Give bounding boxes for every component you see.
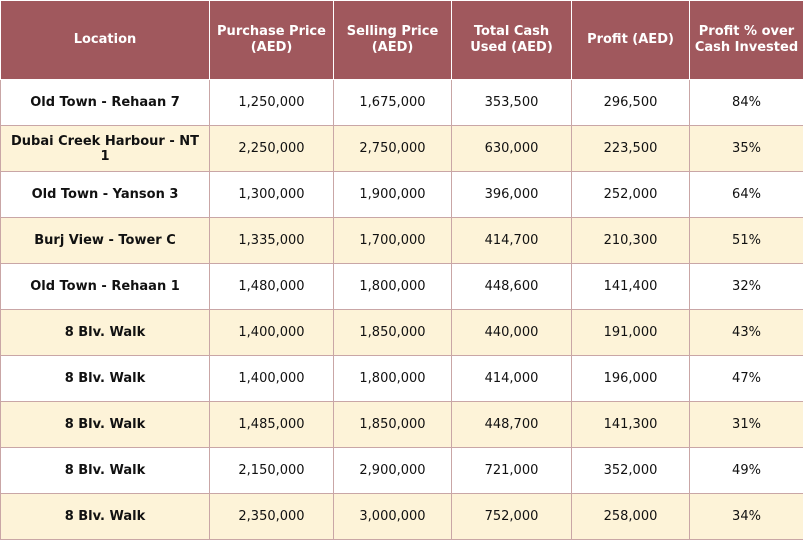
cell-selling-price: 1,900,000 — [333, 171, 452, 218]
table-row: Old Town - Rehaan 7 1,250,000 1,675,000 353… — [0, 79, 803, 126]
cell-selling-price: 2,750,000 — [333, 125, 452, 172]
cell-total-cash-used: 752,000 — [451, 493, 572, 540]
cell-selling-price: 1,800,000 — [333, 263, 452, 310]
cell-profit-percent: 31% — [689, 401, 803, 448]
cell-purchase-price: 1,400,000 — [209, 355, 334, 402]
cell-total-cash-used: 440,000 — [451, 309, 572, 356]
cell-selling-price: 1,700,000 — [333, 217, 452, 264]
cell-selling-price: 3,000,000 — [333, 493, 452, 540]
cell-location: Old Town - Rehaan 7 — [0, 79, 210, 126]
table-row: Old Town - Yanson 3 1,300,000 1,900,000 396… — [0, 171, 803, 218]
table-header: Location Purchase Price (AED) Selling Pri… — [0, 0, 803, 80]
cell-profit-percent: 51% — [689, 217, 803, 264]
cell-purchase-price: 1,335,000 — [209, 217, 334, 264]
header-selling-price: Selling Price (AED) — [333, 0, 452, 80]
header-purchase-price: Purchase Price (AED) — [209, 0, 334, 80]
property-profit-table: Location Purchase Price (AED) Selling Pri… — [0, 0, 803, 540]
cell-location: 8 Blv. Walk — [0, 309, 210, 356]
cell-profit-percent: 43% — [689, 309, 803, 356]
cell-location: Dubai Creek Harbour - NT 1 — [0, 125, 210, 172]
cell-profit: 141,300 — [571, 401, 690, 448]
cell-profit-percent: 84% — [689, 79, 803, 126]
cell-location: 8 Blv. Walk — [0, 493, 210, 540]
cell-profit: 258,000 — [571, 493, 690, 540]
table-body: Old Town - Rehaan 7 1,250,000 1,675,000 353… — [0, 79, 803, 540]
cell-profit-percent: 35% — [689, 125, 803, 172]
cell-location: Old Town - Yanson 3 — [0, 171, 210, 218]
cell-total-cash-used: 448,700 — [451, 401, 572, 448]
cell-profit-percent: 64% — [689, 171, 803, 218]
cell-profit: 252,000 — [571, 171, 690, 218]
cell-location: 8 Blv. Walk — [0, 401, 210, 448]
cell-purchase-price: 1,300,000 — [209, 171, 334, 218]
cell-selling-price: 2,900,000 — [333, 447, 452, 494]
cell-profit-percent: 32% — [689, 263, 803, 310]
table-row: 8 Blv. Walk 1,400,000 1,850,000 440,000 191,… — [0, 309, 803, 356]
cell-total-cash-used: 396,000 — [451, 171, 572, 218]
cell-purchase-price: 1,485,000 — [209, 401, 334, 448]
cell-selling-price: 1,850,000 — [333, 401, 452, 448]
table-row: 8 Blv. Walk 1,485,000 1,850,000 448,700 141,… — [0, 401, 803, 448]
cell-profit: 352,000 — [571, 447, 690, 494]
table-row: Dubai Creek Harbour - NT 1 2,250,000 2,750… — [0, 125, 803, 172]
header-profit-percent: Profit % over Cash Invested — [689, 0, 803, 80]
header-profit: Profit (AED) — [571, 0, 690, 80]
cell-purchase-price: 1,400,000 — [209, 309, 334, 356]
table-row: 8 Blv. Walk 1,400,000 1,800,000 414,000 196,… — [0, 355, 803, 402]
cell-location: Old Town - Rehaan 1 — [0, 263, 210, 310]
cell-purchase-price: 2,350,000 — [209, 493, 334, 540]
table-row: 8 Blv. Walk 2,150,000 2,900,000 721,000 352,… — [0, 447, 803, 494]
cell-purchase-price: 2,250,000 — [209, 125, 334, 172]
cell-purchase-price: 1,250,000 — [209, 79, 334, 126]
table-row: Burj View - Tower C 1,335,000 1,700,000 414… — [0, 217, 803, 264]
cell-profit: 223,500 — [571, 125, 690, 172]
cell-purchase-price: 1,480,000 — [209, 263, 334, 310]
header-total-cash-used: Total Cash Used (AED) — [451, 0, 572, 80]
cell-profit: 196,000 — [571, 355, 690, 402]
cell-selling-price: 1,675,000 — [333, 79, 452, 126]
cell-profit: 191,000 — [571, 309, 690, 356]
cell-selling-price: 1,800,000 — [333, 355, 452, 402]
cell-total-cash-used: 721,000 — [451, 447, 572, 494]
cell-profit-percent: 47% — [689, 355, 803, 402]
table-row: 8 Blv. Walk 2,350,000 3,000,000 752,000 258,… — [0, 493, 803, 540]
cell-profit-percent: 49% — [689, 447, 803, 494]
cell-total-cash-used: 414,700 — [451, 217, 572, 264]
cell-selling-price: 1,850,000 — [333, 309, 452, 356]
cell-profit: 141,400 — [571, 263, 690, 310]
cell-location: 8 Blv. Walk — [0, 447, 210, 494]
cell-profit: 296,500 — [571, 79, 690, 126]
table-row: Old Town - Rehaan 1 1,480,000 1,800,000 448… — [0, 263, 803, 310]
cell-purchase-price: 2,150,000 — [209, 447, 334, 494]
cell-total-cash-used: 630,000 — [451, 125, 572, 172]
cell-total-cash-used: 353,500 — [451, 79, 572, 126]
cell-total-cash-used: 414,000 — [451, 355, 572, 402]
cell-profit-percent: 34% — [689, 493, 803, 540]
cell-location: 8 Blv. Walk — [0, 355, 210, 402]
header-row: Location Purchase Price (AED) Selling Pri… — [0, 0, 803, 80]
header-location: Location — [0, 0, 210, 80]
cell-location: Burj View - Tower C — [0, 217, 210, 264]
cell-profit: 210,300 — [571, 217, 690, 264]
cell-total-cash-used: 448,600 — [451, 263, 572, 310]
